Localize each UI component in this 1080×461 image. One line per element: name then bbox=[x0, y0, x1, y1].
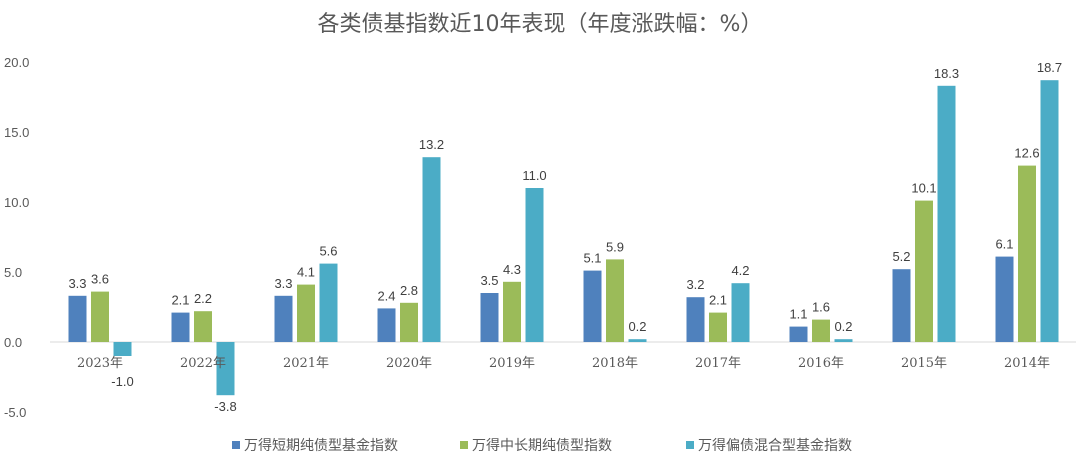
bar bbox=[1040, 80, 1059, 342]
bar bbox=[274, 295, 293, 342]
legend-label: 万得中长期纯债型指数 bbox=[472, 437, 612, 454]
data-label: 13.2 bbox=[419, 137, 444, 152]
y-tick-label: 20.0 bbox=[4, 55, 29, 70]
bar bbox=[503, 281, 521, 342]
bar bbox=[709, 312, 727, 342]
data-label: 5.1 bbox=[583, 251, 601, 266]
data-label: 2.2 bbox=[194, 291, 212, 306]
bar bbox=[995, 256, 1014, 342]
bar bbox=[812, 319, 830, 342]
bar bbox=[834, 339, 853, 342]
bar bbox=[583, 270, 602, 342]
x-tick-label: 2023年 bbox=[77, 356, 123, 371]
bar bbox=[731, 283, 750, 342]
data-label: 12.6 bbox=[1014, 146, 1039, 161]
bar bbox=[113, 342, 132, 356]
data-label: 11.0 bbox=[522, 168, 546, 183]
data-label: 2.8 bbox=[400, 283, 418, 298]
data-label: 5.2 bbox=[892, 249, 910, 264]
legend-label: 万得短期纯债型基金指数 bbox=[244, 437, 398, 454]
x-tick-label: 2021年 bbox=[283, 356, 329, 371]
legend-swatch bbox=[460, 441, 468, 449]
data-label: 3.2 bbox=[686, 277, 704, 292]
bar bbox=[606, 259, 624, 342]
x-tick-label: 2022年 bbox=[180, 356, 226, 371]
data-label: 2.4 bbox=[377, 288, 395, 303]
x-tick-label: 2017年 bbox=[695, 356, 741, 371]
bar bbox=[297, 284, 315, 342]
data-label: 2.1 bbox=[171, 293, 189, 308]
x-tick-label: 2016年 bbox=[798, 356, 844, 371]
data-label: -3.8 bbox=[214, 399, 236, 414]
data-label: 3.5 bbox=[480, 273, 498, 288]
y-tick-label: 0.0 bbox=[4, 335, 22, 350]
data-label: 4.2 bbox=[731, 263, 749, 278]
bar bbox=[892, 269, 911, 342]
bar bbox=[937, 85, 956, 343]
data-label: 1.1 bbox=[789, 307, 807, 322]
data-label: 1.6 bbox=[812, 300, 830, 315]
bar bbox=[400, 302, 418, 342]
data-label: 4.1 bbox=[297, 265, 315, 280]
data-label: 5.6 bbox=[319, 244, 337, 259]
bar bbox=[171, 312, 190, 342]
data-label: 18.7 bbox=[1037, 60, 1062, 75]
data-label: 6.1 bbox=[995, 237, 1013, 252]
data-label: -1.0 bbox=[111, 374, 133, 389]
bar bbox=[915, 200, 933, 342]
data-label: 5.9 bbox=[606, 239, 624, 254]
data-label: 10.1 bbox=[911, 181, 936, 196]
data-label: 3.6 bbox=[91, 272, 109, 287]
bar bbox=[194, 311, 212, 342]
legend-swatch bbox=[686, 441, 694, 449]
x-tick-label: 2020年 bbox=[386, 356, 432, 371]
data-label: 3.3 bbox=[274, 276, 292, 291]
data-label: 0.2 bbox=[834, 319, 852, 334]
data-label: 18.3 bbox=[934, 66, 959, 81]
y-tick-label: 5.0 bbox=[4, 265, 22, 280]
data-label: 3.3 bbox=[68, 276, 86, 291]
x-tick-label: 2019年 bbox=[489, 356, 535, 371]
y-tick-label: 15.0 bbox=[4, 125, 29, 140]
bar bbox=[789, 326, 808, 342]
legend-swatch bbox=[232, 441, 240, 449]
bar bbox=[1018, 165, 1036, 342]
data-label: 4.3 bbox=[503, 262, 521, 277]
bar bbox=[686, 297, 705, 342]
bar bbox=[628, 339, 647, 342]
data-label: 2.1 bbox=[709, 293, 727, 308]
bar bbox=[422, 157, 441, 342]
y-tick-label: -5.0 bbox=[4, 405, 26, 420]
chart-title: 各类债基指数近10年表现（年度涨跌幅：%） bbox=[318, 12, 763, 37]
bar bbox=[68, 295, 87, 342]
bar bbox=[480, 293, 499, 342]
bar bbox=[377, 308, 396, 342]
x-tick-label: 2018年 bbox=[592, 356, 638, 371]
bar bbox=[525, 188, 544, 342]
legend-label: 万得偏债混合型基金指数 bbox=[698, 437, 852, 454]
bar bbox=[216, 342, 235, 396]
x-tick-label: 2014年 bbox=[1004, 356, 1050, 371]
x-tick-label: 2015年 bbox=[901, 356, 947, 371]
y-tick-label: 10.0 bbox=[4, 195, 29, 210]
data-label: 0.2 bbox=[628, 319, 646, 334]
bar bbox=[319, 263, 338, 342]
bar bbox=[91, 291, 109, 342]
